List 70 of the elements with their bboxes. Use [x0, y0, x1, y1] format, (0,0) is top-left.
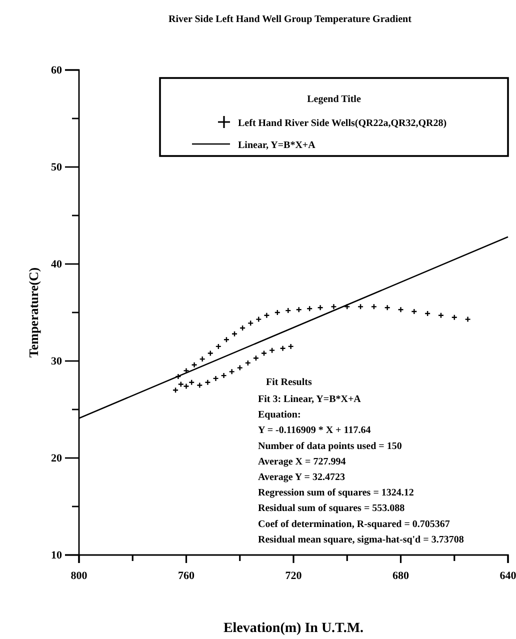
point [239, 324, 246, 332]
point [344, 304, 350, 310]
point [317, 304, 324, 311]
point [212, 375, 219, 382]
point [264, 312, 270, 319]
point [464, 316, 471, 322]
x-tick-label: 720 [285, 570, 302, 582]
point [236, 364, 243, 371]
point [223, 336, 230, 343]
point [398, 306, 404, 313]
point [199, 356, 206, 362]
point [274, 309, 281, 316]
annotation: Average X = 727.994 [258, 456, 346, 468]
point [183, 368, 190, 374]
point [175, 373, 182, 380]
annotation: Fit 3: Linear, Y=B*X+A [258, 394, 362, 405]
y-axis-title: Temperature(C) [26, 267, 41, 358]
annotation: Average Y = 32.4723 [258, 472, 345, 483]
point [196, 382, 203, 388]
point [228, 368, 235, 375]
chart-title: River Side Left Hand Well Group Temperature Gradient [168, 14, 412, 25]
point [280, 345, 286, 352]
y-tick-label: 30 [51, 356, 62, 368]
annotation: Coef of determination, R-squared = 0.705367 [258, 518, 450, 530]
point [268, 347, 276, 354]
point [231, 330, 238, 337]
legend-title: Legend Title [307, 94, 362, 105]
point [220, 372, 227, 379]
point [215, 343, 222, 350]
point [330, 304, 337, 310]
point [191, 362, 198, 368]
annotation: Y = -0.116909 * X + 117.64 [258, 425, 371, 436]
point [411, 308, 418, 315]
point [207, 350, 214, 356]
annotation: Equation: [258, 410, 301, 421]
annotation: Fit Results [266, 377, 312, 388]
y-tick-label: 60 [51, 64, 62, 77]
point [172, 387, 179, 394]
point [252, 354, 260, 362]
point [204, 379, 211, 386]
x-axis-title: Elevation(m) In U.T.M. [223, 621, 364, 636]
annotation: Regression sum of squares = 1324.12 [258, 488, 414, 499]
point [248, 320, 254, 326]
x-tick-label: 800 [70, 570, 88, 582]
point [424, 310, 431, 317]
legend-label: Left Hand River Side Wells(QR22a,QR32,QR28) [238, 118, 447, 129]
point [256, 316, 262, 322]
x-tick-label: 760 [178, 570, 195, 582]
point [285, 307, 292, 314]
point [438, 312, 444, 319]
y-tick-label: 40 [51, 258, 62, 271]
point [288, 343, 294, 350]
point [260, 350, 268, 356]
x-tick-label: 680 [392, 570, 410, 582]
point [370, 304, 378, 310]
point [188, 379, 195, 386]
y-tick-label: 10 [51, 550, 62, 562]
annotation: Number of data points used = 150 [258, 440, 402, 452]
annotation: Residual sum of squares = 553.088 [258, 503, 405, 514]
annotation: Residual mean square, sigma-hat-sq'd = 3.73708 [258, 534, 464, 546]
point [296, 306, 302, 313]
point [357, 304, 364, 310]
y-tick-label: 20 [51, 452, 62, 465]
y-tick-label: 50 [51, 162, 62, 174]
point [384, 304, 390, 311]
x-tick-label: 640 [500, 570, 516, 582]
point [306, 306, 313, 312]
point [244, 360, 252, 366]
point [451, 314, 458, 320]
legend-label: Linear, Y=B*X+A [238, 140, 316, 151]
